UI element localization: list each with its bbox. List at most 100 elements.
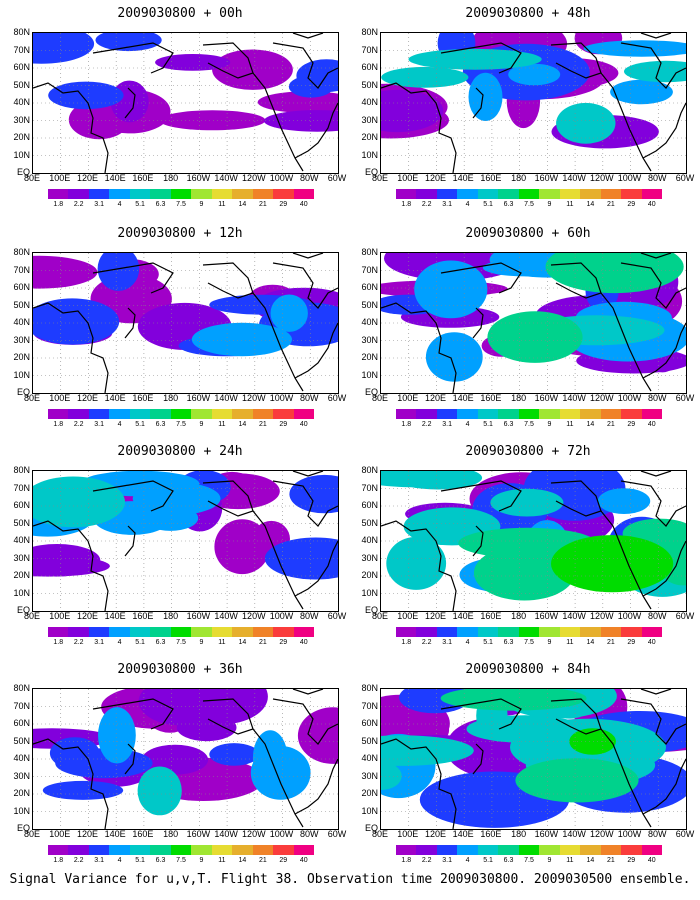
map-panel: 2009030800 + 12h 80N 70N 60N 50N 40N 30N 20N 10N… — [10, 222, 350, 432]
lat-tick-label: 40N — [13, 753, 30, 763]
colorbar-swatch — [416, 409, 437, 419]
lat-tick-label: 50N — [361, 735, 378, 746]
colorbar-swatch — [580, 845, 601, 855]
coastline — [294, 322, 338, 379]
colorbar-label: 4 — [117, 201, 122, 208]
colorbar-swatch — [436, 409, 458, 419]
colorbar-label: 6.3 — [503, 857, 514, 864]
colorbar-swatch — [211, 409, 233, 419]
colorbar-label: 29 — [279, 857, 288, 864]
lon-tick-label: 120W — [590, 393, 614, 403]
colorbar-swatch — [68, 627, 89, 637]
colorbar-swatch — [88, 409, 110, 419]
colorbar-label: 9 — [547, 857, 552, 864]
signal-variance-contour — [98, 707, 136, 764]
signal-variance-contour — [440, 689, 587, 711]
coastline — [381, 738, 457, 829]
map-panel: 2009030800 + 00h 80N 70N 60N 50N 40N 30N 20N 10N… — [10, 2, 350, 212]
colorbar-label: 9 — [199, 201, 204, 208]
lat-tick-label: 10N — [361, 149, 378, 160]
lat-tick-label: EQ — [16, 823, 30, 833]
colorbar-label: 5.1 — [135, 639, 145, 646]
colorbar-swatch — [539, 845, 560, 855]
lat-tick-label: 10N — [13, 369, 30, 380]
colorbar-swatch — [170, 845, 192, 855]
colorbar-swatch — [232, 189, 253, 199]
colorbar-swatch — [293, 189, 315, 199]
lat-tick-label: EQ — [364, 387, 378, 397]
colorbar — [396, 409, 663, 419]
lon-tick-label: 60W — [675, 393, 695, 403]
colorbar-label: 14 — [586, 857, 595, 864]
lon-tick-label: 100W — [617, 173, 642, 183]
colorbar-label: 29 — [627, 639, 636, 646]
coastline — [642, 758, 686, 815]
colorbar-swatch — [580, 627, 601, 637]
panel-title: 2009030800 + 00h — [117, 6, 243, 21]
colorbar-swatch — [559, 189, 581, 199]
lon-tick-label: 180 — [163, 393, 179, 403]
signal-variance-contour — [33, 255, 98, 289]
signal-variance-contour — [42, 780, 124, 800]
lat-tick-label: EQ — [16, 167, 30, 177]
colorbar-label: 1.8 — [401, 421, 412, 428]
colorbar — [48, 189, 315, 199]
coastline — [620, 698, 686, 745]
colorbar-label: 2.2 — [73, 857, 84, 864]
lon-tick-label: 120W — [242, 393, 266, 403]
lon-tick-label: 60W — [327, 611, 347, 621]
colorbar-swatch — [109, 845, 130, 855]
colorbar-swatch — [293, 845, 315, 855]
colorbar-label: 7.5 — [524, 639, 534, 646]
signal-variance-contour — [381, 762, 402, 790]
coastline — [92, 262, 174, 294]
coastline — [272, 262, 338, 309]
lon-tick-label: 180 — [511, 173, 527, 183]
colorbar-swatch — [416, 189, 437, 199]
colorbar-label: 3.1 — [442, 639, 453, 646]
colorbar-swatch — [477, 409, 499, 419]
lon-tick-label: 80E — [371, 829, 389, 839]
lon-tick-label: 100E — [397, 611, 419, 621]
colorbar-swatch — [129, 845, 151, 855]
colorbar-label: 21 — [258, 857, 267, 864]
lat-tick-label: 40N — [13, 97, 30, 107]
colorbar-swatch — [396, 845, 417, 855]
lon-tick-label: 160W — [534, 829, 559, 839]
lon-tick-label: 140W — [214, 829, 238, 839]
signal-variance-contour — [33, 33, 95, 64]
lat-tick-label: 60N — [13, 718, 30, 728]
signal-variance-contour — [515, 758, 639, 803]
colorbar-swatch — [211, 627, 233, 637]
colorbar-label: 1.8 — [53, 421, 64, 428]
coastline — [294, 102, 338, 159]
lat-tick-label: 80N — [361, 27, 378, 37]
lon-tick-label: 120W — [242, 173, 266, 183]
panel-title: 2009030800 + 72h — [465, 444, 591, 459]
lon-tick-label: 100W — [269, 393, 294, 403]
colorbar-swatch — [621, 189, 642, 199]
lat-tick-label: 60N — [361, 282, 378, 292]
colorbar-label: 11 — [566, 201, 574, 208]
colorbar-swatch — [518, 845, 540, 855]
colorbar-swatch — [273, 627, 294, 637]
colorbar-swatch — [273, 409, 294, 419]
colorbar-label: 9 — [547, 639, 552, 646]
lon-tick-label: 160E — [480, 173, 502, 183]
lon-tick-label: 160E — [480, 393, 502, 403]
signal-variance-contour — [289, 474, 338, 514]
colorbar-label: 2.2 — [73, 201, 84, 208]
lon-tick-label: 120E — [424, 611, 446, 621]
colorbar-swatch — [129, 189, 151, 199]
lon-tick-label: 160E — [132, 393, 154, 403]
colorbar-swatch — [129, 627, 151, 637]
lon-tick-label: 160E — [480, 829, 502, 839]
colorbar-swatch — [232, 409, 253, 419]
lon-tick-label: 80E — [23, 173, 41, 183]
lat-tick-label: 30N — [13, 114, 30, 125]
lon-tick-label: 140E — [452, 611, 474, 621]
colorbar-swatch — [88, 627, 110, 637]
lon-tick-label: 140W — [562, 393, 586, 403]
lat-tick-label: 10N — [13, 149, 30, 160]
colorbar-swatch — [477, 845, 499, 855]
